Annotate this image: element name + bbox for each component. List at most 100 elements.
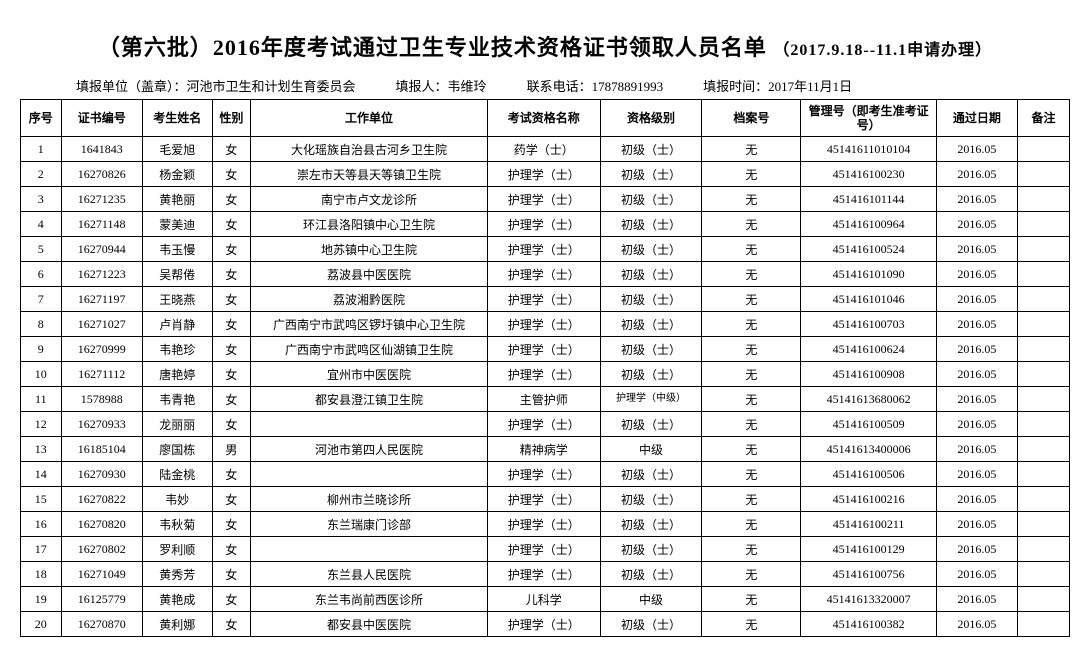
cell: 卢肖静 (142, 312, 212, 337)
cell: 无 (702, 237, 801, 262)
cell: 2016.05 (936, 337, 1017, 362)
cell: 无 (702, 512, 801, 537)
cell: 无 (702, 312, 801, 337)
cell: 16 (21, 512, 62, 537)
table-row: 11641843毛爱旭女大化瑶族自治县古河乡卫生院药学（士）初级（士）无4514… (21, 137, 1070, 162)
cell: 初级（士） (600, 612, 702, 637)
cell: 无 (702, 462, 801, 487)
cell: 毛爱旭 (142, 137, 212, 162)
cell: 2 (21, 162, 62, 187)
cell: 女 (212, 462, 250, 487)
cell: 黄利娜 (142, 612, 212, 637)
cell: 无 (702, 362, 801, 387)
cell: 韦青艳 (142, 387, 212, 412)
cell: 15 (21, 487, 62, 512)
cell: 2016.05 (936, 362, 1017, 387)
cell: 10 (21, 362, 62, 387)
cell: 2016.05 (936, 537, 1017, 562)
cell: 荔波县中医医院 (251, 262, 488, 287)
cell: 药学（士） (487, 137, 600, 162)
cell: 无 (702, 487, 801, 512)
cell: 16271148 (61, 212, 142, 237)
col-header-4: 工作单位 (251, 100, 488, 137)
document-sheet: （第六批）2016年度考试通过卫生专业技术资格证书领取人员名单 （2017.9.… (20, 30, 1070, 637)
cell: 初级（士） (600, 162, 702, 187)
cell: 2016.05 (936, 487, 1017, 512)
cell: 16270822 (61, 487, 142, 512)
col-header-3: 性别 (212, 100, 250, 137)
cell: 吴帮倦 (142, 262, 212, 287)
cell: 护理学（士） (487, 212, 600, 237)
cell: 4 (21, 212, 62, 237)
cell: 环江县洛阳镇中心卫生院 (251, 212, 488, 237)
cell: 陆金桃 (142, 462, 212, 487)
cell: 451416100211 (801, 512, 936, 537)
cell: 初级（士） (600, 237, 702, 262)
cell: 韦妙 (142, 487, 212, 512)
table-row: 1416270930陆金桃女护理学（士）初级（士）无45141610050620… (21, 462, 1070, 487)
meta-time: 填报时间：2017年11月1日 (703, 76, 852, 95)
cell: 无 (702, 612, 801, 637)
cell: 精神病学 (487, 437, 600, 462)
col-header-5: 考试资格名称 (487, 100, 600, 137)
cell: 2016.05 (936, 387, 1017, 412)
cell: 崇左市天等县天等镇卫生院 (251, 162, 488, 187)
cell (1018, 212, 1070, 237)
cell: 护理学（士） (487, 262, 600, 287)
cell: 初级（士） (600, 462, 702, 487)
cell: 女 (212, 612, 250, 637)
page-title: （第六批）2016年度考试通过卫生专业技术资格证书领取人员名单 （2017.9.… (20, 30, 1070, 62)
table-head: 序号证书编号考生姓名性别工作单位考试资格名称资格级别档案号管理号（即考生准考证号… (21, 100, 1070, 137)
cell: 女 (212, 262, 250, 287)
cell: 宜州市中医医院 (251, 362, 488, 387)
cell: 护理学（士） (487, 512, 600, 537)
table-header-row: 序号证书编号考生姓名性别工作单位考试资格名称资格级别档案号管理号（即考生准考证号… (21, 100, 1070, 137)
cell: 女 (212, 362, 250, 387)
cell: 1578988 (61, 387, 142, 412)
table-row: 816271027卢肖静女广西南宁市武鸣区锣圩镇中心卫生院护理学（士）初级（士）… (21, 312, 1070, 337)
cell (1018, 312, 1070, 337)
cell: 16270930 (61, 462, 142, 487)
table-row: 1016271112唐艳婷女宜州市中医医院护理学（士）初级（士）无4514161… (21, 362, 1070, 387)
cell: 初级（士） (600, 312, 702, 337)
cell: 初级（士） (600, 212, 702, 237)
cell: 16270933 (61, 412, 142, 437)
col-header-8: 管理号（即考生准考证号） (801, 100, 936, 137)
cell: 无 (702, 587, 801, 612)
cell: 无 (702, 137, 801, 162)
cell: 9 (21, 337, 62, 362)
cell: 护理学（士） (487, 162, 600, 187)
cell (1018, 237, 1070, 262)
cell: 初级（士） (600, 562, 702, 587)
cell: 韦玉慢 (142, 237, 212, 262)
col-header-7: 档案号 (702, 100, 801, 137)
cell: 女 (212, 562, 250, 587)
cell: 龙丽丽 (142, 412, 212, 437)
cell: 都安县中医医院 (251, 612, 488, 637)
cell (1018, 487, 1070, 512)
cell: 主管护师 (487, 387, 600, 412)
table-row: 516270944韦玉慢女地苏镇中心卫生院护理学（士）初级（士）无4514161… (21, 237, 1070, 262)
cell: 45141613680062 (801, 387, 936, 412)
col-header-9: 通过日期 (936, 100, 1017, 137)
cell: 13 (21, 437, 62, 462)
cell: 护理学（士） (487, 362, 600, 387)
col-header-1: 证书编号 (61, 100, 142, 137)
cell: 罗利顺 (142, 537, 212, 562)
title-tail: （2017.9.18--11.1申请办理） (773, 42, 992, 59)
cell (1018, 162, 1070, 187)
cell: 16271235 (61, 187, 142, 212)
cell: 无 (702, 212, 801, 237)
cell: 45141613320007 (801, 587, 936, 612)
cell: 黄艳成 (142, 587, 212, 612)
meta-row: 填报单位（盖章）：河池市卫生和计划生育委员会 填报人：韦维玲 联系电话：1787… (76, 76, 1070, 95)
cell: 东兰瑞康门诊部 (251, 512, 488, 537)
cell: 451416100216 (801, 487, 936, 512)
cell: 16271112 (61, 362, 142, 387)
cell: 16270999 (61, 337, 142, 362)
cell: 2016.05 (936, 237, 1017, 262)
cell (1018, 537, 1070, 562)
cell: 护理学（士） (487, 312, 600, 337)
cell: 廖国栋 (142, 437, 212, 462)
cell (251, 412, 488, 437)
